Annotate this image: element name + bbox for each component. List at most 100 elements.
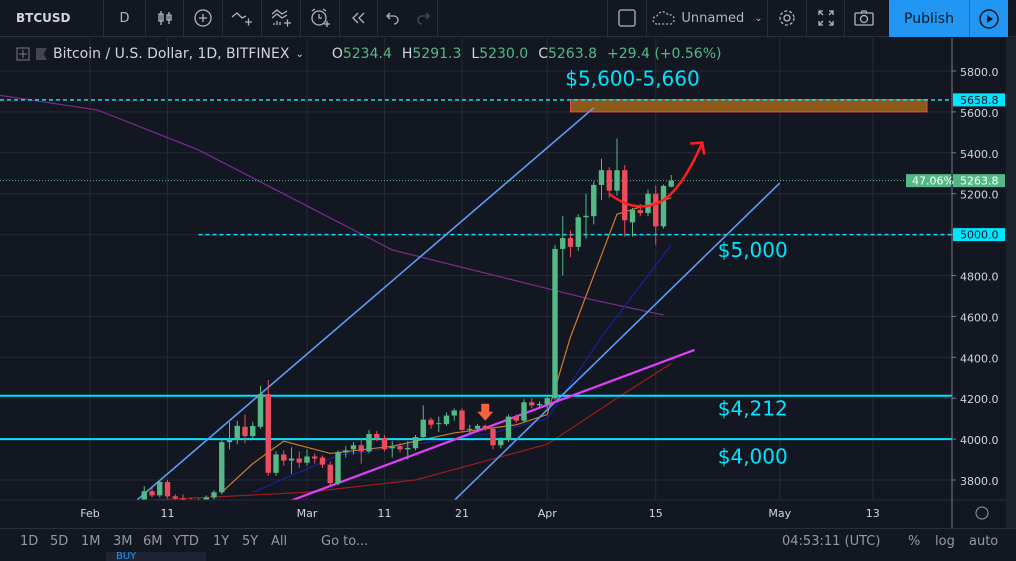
candle-body bbox=[614, 170, 620, 191]
candle-body bbox=[505, 416, 512, 441]
price-tag-label: 5658.8 bbox=[960, 94, 999, 107]
percent-tag-label: 47.06% bbox=[912, 175, 954, 188]
candle-body bbox=[203, 497, 209, 500]
candle-body bbox=[529, 402, 535, 406]
chart-legend: Bitcoin / U.S. Dollar, 1D, BITFINEX ⌄ O5… bbox=[16, 46, 721, 62]
layout-name-button[interactable]: Unnamed ⌄ bbox=[647, 0, 768, 37]
candle-body bbox=[629, 210, 636, 223]
interval-button[interactable]: D bbox=[104, 0, 146, 37]
candle-body bbox=[622, 170, 628, 221]
time-tick-label: 21 bbox=[455, 507, 469, 520]
down-arrow-marker-icon bbox=[477, 403, 494, 421]
candle-body bbox=[281, 454, 287, 461]
buy-button[interactable]: BUY bbox=[106, 552, 206, 561]
settings-gear-icon[interactable] bbox=[975, 506, 989, 520]
projection-arrow bbox=[608, 142, 704, 208]
range-5d[interactable]: 5D bbox=[50, 534, 69, 549]
price-tick-label: 4400.0 bbox=[960, 352, 999, 365]
candle-body bbox=[219, 442, 225, 493]
candle-body bbox=[164, 482, 171, 497]
play-icon[interactable] bbox=[969, 0, 1008, 37]
range-ytd[interactable]: YTD bbox=[173, 534, 199, 549]
candle-body bbox=[552, 248, 558, 399]
candle-body bbox=[242, 426, 248, 437]
range-5y[interactable]: 5Y bbox=[242, 534, 259, 549]
candle-body bbox=[304, 456, 310, 463]
price-change: +29.4 (+0.56%) bbox=[606, 46, 722, 62]
range-1y[interactable]: 1Y bbox=[213, 534, 230, 549]
channel-upper-line bbox=[135, 107, 595, 500]
price-tick-label: 5400.0 bbox=[960, 148, 999, 161]
top-toolbar: BTCUSD D Unnamed ⌄ bbox=[0, 0, 1016, 37]
percent-tag bbox=[906, 174, 951, 188]
candle-body bbox=[312, 456, 318, 459]
candle-body bbox=[405, 447, 411, 450]
log-toggle[interactable]: log bbox=[935, 534, 955, 549]
publish-button[interactable]: Publish bbox=[889, 0, 969, 37]
range-all[interactable]: All bbox=[271, 534, 288, 549]
candle-body bbox=[366, 433, 372, 452]
gear-icon[interactable] bbox=[768, 0, 807, 37]
auto-toggle[interactable]: auto bbox=[969, 534, 999, 549]
candle-body bbox=[575, 217, 581, 247]
add-circle-icon[interactable] bbox=[184, 0, 223, 37]
candle-body bbox=[660, 185, 667, 227]
percent-toggle[interactable]: % bbox=[908, 534, 921, 549]
range-3m[interactable]: 3M bbox=[113, 534, 133, 549]
range-1d[interactable]: 1D bbox=[20, 534, 39, 549]
symbol-search[interactable]: BTCUSD bbox=[0, 0, 104, 37]
price-chart[interactable]: $5,600-5,660 $5,000 $4,212 $4,000 5800.0 5600… bbox=[0, 0, 1016, 528]
close-label: C bbox=[538, 46, 548, 62]
clock-time: 04:53:11 (UTC) bbox=[782, 534, 881, 549]
candle-body bbox=[319, 457, 326, 465]
candle-body bbox=[397, 446, 403, 450]
camera-icon[interactable] bbox=[845, 0, 883, 37]
expand-icon[interactable] bbox=[16, 47, 30, 61]
range-6m[interactable]: 6M bbox=[143, 534, 163, 549]
goto-button[interactable]: Go to... bbox=[321, 534, 369, 549]
bottom-bar: 1D 5D 1M 3M 6M YTD 1Y 5Y All Go to... 04:53:11 (… bbox=[0, 528, 1016, 561]
price-tick-label: 4600.0 bbox=[960, 311, 999, 324]
close-value: 5263.8 bbox=[547, 46, 597, 62]
time-tick-label: Mar bbox=[297, 507, 318, 520]
time-tick-label: May bbox=[768, 507, 791, 520]
right-side-panel bbox=[1006, 38, 1016, 528]
price-tick-label: 5600.0 bbox=[960, 107, 999, 120]
symbol-title[interactable]: Bitcoin / U.S. Dollar, 1D, BITFINEX bbox=[53, 46, 290, 62]
candle-body bbox=[645, 193, 651, 214]
chevron-down-icon[interactable]: ⌄ bbox=[295, 48, 304, 60]
high-value: 5291.3 bbox=[412, 46, 462, 62]
candle-body bbox=[374, 433, 380, 439]
candle-body bbox=[250, 426, 256, 437]
candle-body bbox=[265, 394, 271, 473]
candle-body bbox=[498, 440, 504, 446]
alert-icon[interactable] bbox=[301, 0, 340, 37]
candle-body bbox=[149, 491, 155, 496]
price-tag-label: 5263.8 bbox=[960, 175, 999, 188]
compare-icon[interactable] bbox=[262, 0, 301, 37]
moving-average-line bbox=[221, 197, 672, 493]
square-icon[interactable] bbox=[608, 0, 647, 37]
range-1m[interactable]: 1M bbox=[81, 534, 101, 549]
candle-body bbox=[327, 464, 333, 484]
candle-body bbox=[141, 491, 147, 500]
ohlc-open: O5234.4 bbox=[332, 46, 392, 62]
channel-lower-line bbox=[453, 182, 781, 500]
open-label: O bbox=[331, 46, 343, 62]
arrow-head-icon bbox=[690, 141, 706, 155]
candles-icon[interactable] bbox=[146, 0, 184, 37]
candle-body bbox=[436, 423, 442, 425]
fullscreen-icon[interactable] bbox=[807, 0, 845, 37]
indicators-icon[interactable] bbox=[223, 0, 262, 37]
undo-icon[interactable] bbox=[378, 0, 408, 37]
candle-body bbox=[583, 215, 589, 218]
candle-body bbox=[606, 170, 612, 191]
price-tag-label: 5000.0 bbox=[960, 229, 999, 242]
candle-body bbox=[591, 184, 597, 217]
candle-body bbox=[567, 238, 574, 247]
candle-body bbox=[257, 394, 264, 427]
replay-icon[interactable] bbox=[340, 0, 378, 37]
candle-body bbox=[157, 482, 163, 496]
flag-icon bbox=[36, 48, 47, 60]
candle-body bbox=[358, 445, 364, 452]
